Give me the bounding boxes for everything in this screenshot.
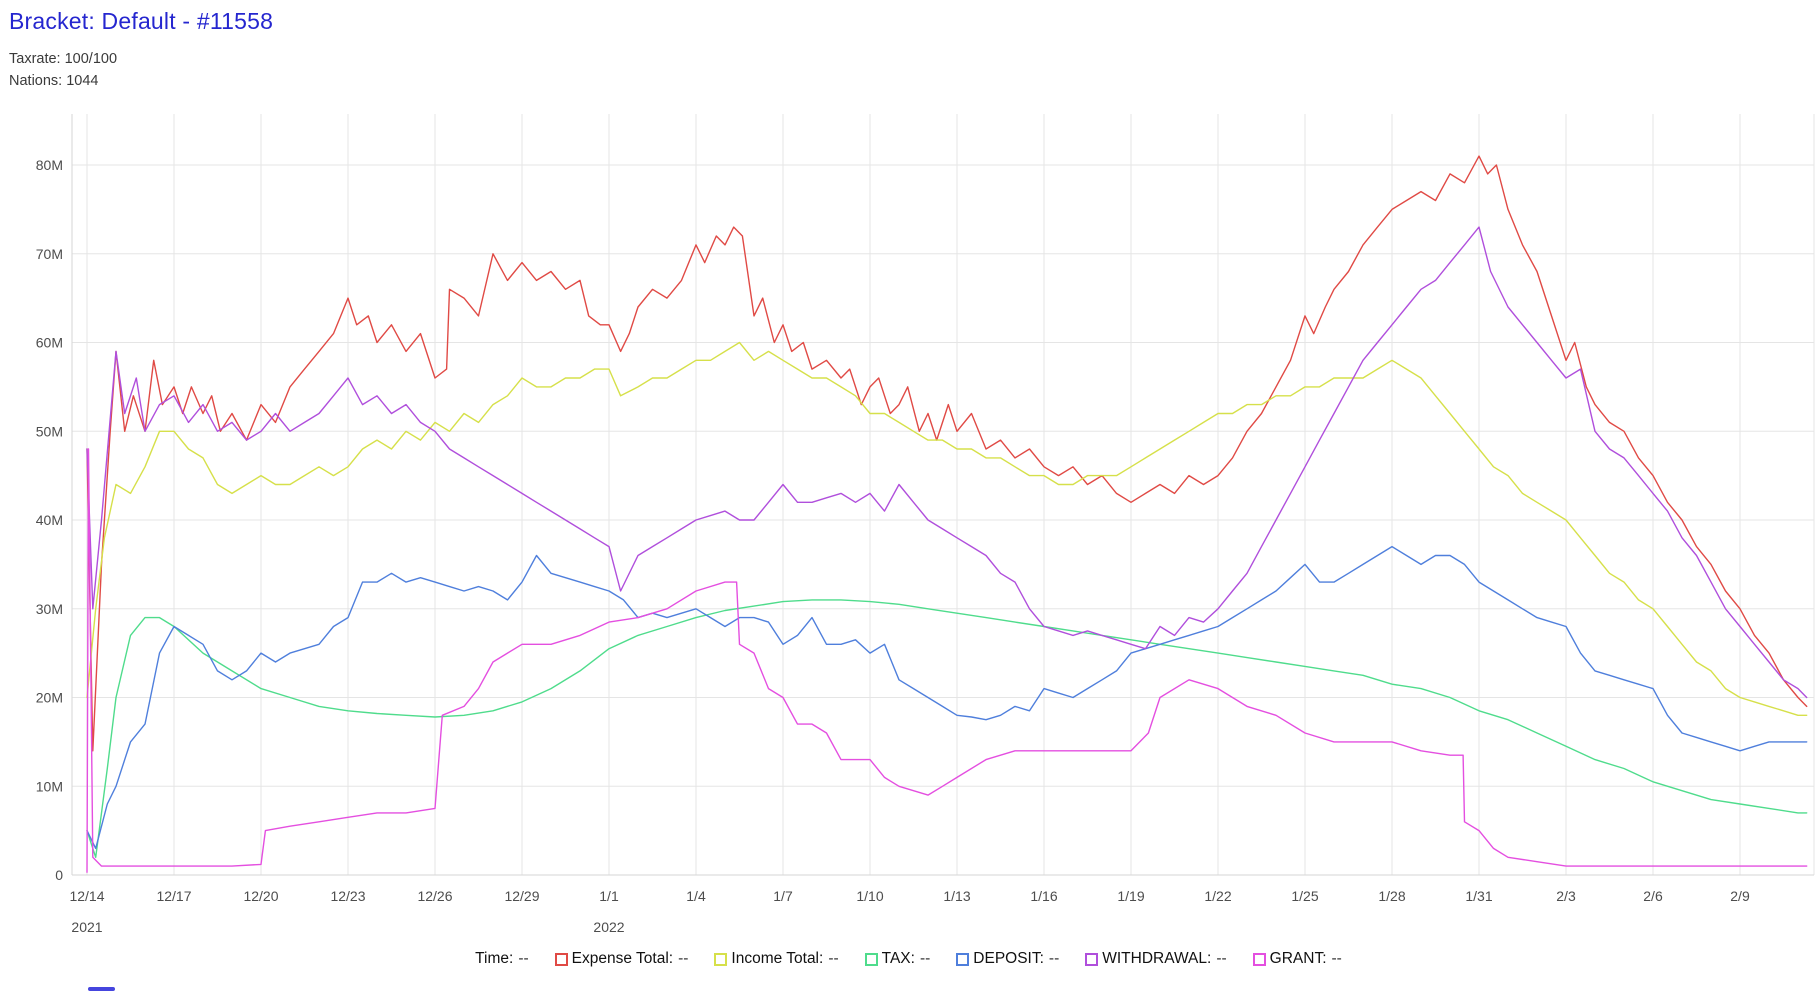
svg-text:2/6: 2/6: [1643, 888, 1663, 904]
expense-total-swatch: [554, 952, 568, 966]
svg-text:20M: 20M: [36, 690, 63, 706]
svg-text:30M: 30M: [36, 601, 63, 617]
svg-text:70M: 70M: [36, 246, 63, 262]
legend-value-expense-total: --: [678, 950, 689, 967]
grant-swatch: [1252, 952, 1266, 966]
legend-item-income-total[interactable]: Income Total: --: [714, 950, 839, 968]
svg-text:40M: 40M: [36, 512, 63, 528]
svg-text:12/20: 12/20: [243, 888, 278, 904]
tax-swatch: [864, 952, 878, 966]
legend-value-withdrawal: --: [1216, 950, 1227, 967]
legend-item-deposit[interactable]: DEPOSIT: --: [956, 950, 1059, 968]
svg-text:1/31: 1/31: [1465, 888, 1492, 904]
svg-text:1/1: 1/1: [599, 888, 619, 904]
legend-item-tax[interactable]: TAX: --: [864, 950, 931, 968]
legend-label-withdrawal: WITHDRAWAL:: [1102, 950, 1212, 967]
svg-text:1/7: 1/7: [773, 888, 793, 904]
svg-text:1/22: 1/22: [1204, 888, 1231, 904]
chart-legend: Time: -- Expense Total: -- Income Total:…: [0, 950, 1817, 968]
legend-value-grant: --: [1331, 950, 1342, 967]
svg-text:0: 0: [55, 867, 63, 883]
svg-text:12/17: 12/17: [156, 888, 191, 904]
svg-text:1/16: 1/16: [1030, 888, 1057, 904]
legend-label-deposit: DEPOSIT:: [973, 950, 1044, 967]
page-header: Bracket: Default - #11558 Taxrate: 100/1…: [0, 0, 1817, 100]
svg-text:2/3: 2/3: [1556, 888, 1576, 904]
nations-label: Nations: 1044: [9, 73, 99, 89]
svg-text:50M: 50M: [36, 423, 63, 439]
taxrate-label: Taxrate: 100/100: [9, 51, 118, 67]
deposit-swatch: [956, 952, 970, 966]
svg-text:1/4: 1/4: [686, 888, 706, 904]
legend-item-withdrawal[interactable]: WITHDRAWAL: --: [1085, 950, 1227, 968]
page-title: Bracket: Default - #11558: [9, 8, 274, 34]
legend-label-time: Time:: [475, 950, 514, 967]
legend-label-grant: GRANT:: [1269, 950, 1327, 967]
legend-label-expense-total: Expense Total:: [571, 950, 674, 967]
finance-line-chart: 0 10M 20M 30M 40M 50M 60M 70M 80M 12/14 2021 12/17 1…: [0, 100, 1817, 945]
svg-text:12/23: 12/23: [330, 888, 365, 904]
legend-value-deposit: --: [1048, 950, 1060, 967]
svg-text:12/26: 12/26: [417, 888, 452, 904]
partial-button[interactable]: [88, 987, 115, 991]
svg-text:60M: 60M: [36, 335, 63, 351]
line-chart-canvas[interactable]: 0 10M 20M 30M 40M 50M 60M 70M 80M 12/14 2021 12/17 1…: [0, 100, 1817, 945]
svg-text:2022: 2022: [593, 919, 624, 935]
withdrawal-swatch: [1085, 952, 1099, 966]
income-total-swatch: [714, 952, 728, 966]
legend-value-tax: --: [919, 950, 931, 967]
svg-text:2/9: 2/9: [1730, 888, 1750, 904]
svg-text:10M: 10M: [36, 778, 63, 794]
svg-text:1/28: 1/28: [1378, 888, 1405, 904]
legend-item-expense-total[interactable]: Expense Total: --: [554, 950, 689, 968]
svg-text:1/13: 1/13: [943, 888, 970, 904]
legend-item-grant[interactable]: GRANT: --: [1252, 950, 1342, 968]
svg-text:12/29: 12/29: [504, 888, 539, 904]
svg-text:1/25: 1/25: [1291, 888, 1318, 904]
legend-label-tax: TAX:: [881, 950, 915, 967]
svg-text:80M: 80M: [36, 157, 63, 173]
legend-value-time: --: [518, 950, 529, 967]
legend-value-income-total: --: [828, 950, 839, 967]
legend-item-time: Time: --: [475, 950, 529, 968]
svg-text:2021: 2021: [71, 919, 102, 935]
svg-text:1/10: 1/10: [856, 888, 883, 904]
svg-text:12/14: 12/14: [69, 888, 104, 904]
svg-text:1/19: 1/19: [1117, 888, 1144, 904]
legend-label-income-total: Income Total:: [731, 950, 824, 967]
